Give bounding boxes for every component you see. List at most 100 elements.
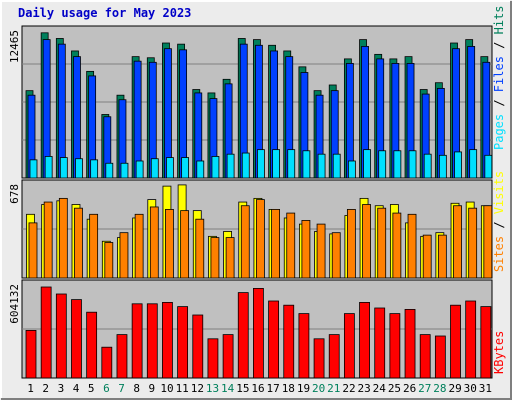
bar-sites-day-3 — [58, 197, 68, 279]
side-label-part: / — [492, 92, 506, 114]
bar-pages-day-24 — [378, 150, 387, 179]
x-tick-label-day-29: 29 — [448, 382, 461, 395]
bar-kbytes-day-20 — [313, 338, 325, 379]
bar-kbytes-day-22 — [343, 313, 355, 379]
x-tick-label-day-17: 17 — [267, 382, 280, 395]
bar-kbytes-day-16 — [253, 287, 264, 379]
x-tick-label-day-16: 16 — [251, 382, 264, 395]
bar-kbytes-day-9 — [146, 303, 158, 379]
bar-kbytes-day-7 — [116, 334, 128, 379]
bar-sites-day-9 — [149, 206, 159, 279]
side-label-part: Pages — [492, 114, 506, 150]
x-tick-label-day-20: 20 — [312, 382, 325, 395]
bar-sites-day-27 — [422, 234, 432, 279]
bar-kbytes-day-15 — [237, 292, 249, 379]
bar-kbytes-day-8 — [131, 303, 143, 379]
bar-sites-day-8 — [134, 213, 144, 279]
x-tick-label-day-1: 1 — [27, 382, 34, 395]
chart-title: Daily usage for May 2023 — [18, 6, 192, 20]
x-tick-label-day-27: 27 — [418, 382, 431, 395]
x-tick-label-day-6: 6 — [103, 382, 110, 395]
side-label-part: Visits — [492, 171, 506, 214]
panel-middle: 678 — [8, 179, 493, 279]
bar-sites-day-15 — [240, 205, 250, 279]
bar-sites-day-17 — [271, 208, 280, 279]
bar-kbytes-day-25 — [389, 313, 401, 379]
bar-kbytes-day-17 — [268, 300, 279, 379]
x-tick-label-day-11: 11 — [176, 382, 189, 395]
bar-sites-day-21 — [331, 232, 341, 279]
x-tick-label-day-5: 5 — [88, 382, 95, 395]
bar-pages-day-27 — [423, 153, 432, 179]
bar-sites-day-16 — [256, 199, 265, 279]
bar-sites-day-28 — [437, 234, 447, 279]
x-tick-label-day-9: 9 — [149, 382, 156, 395]
bar-kbytes-day-27 — [419, 334, 431, 379]
x-tick-label-day-15: 15 — [236, 382, 249, 395]
x-tick-label-day-13: 13 — [206, 382, 219, 395]
bar-sites-day-26 — [407, 213, 417, 279]
bar-pages-day-31 — [484, 154, 493, 179]
bar-kbytes-day-31 — [480, 306, 492, 379]
bar-sites-day-30 — [468, 207, 478, 279]
x-tick-label-day-7: 7 — [118, 382, 125, 395]
side-label-part: / — [492, 214, 506, 236]
x-tick-label-day-12: 12 — [191, 382, 204, 395]
bar-pages-day-1 — [29, 159, 38, 179]
bar-pages-day-26 — [408, 150, 417, 179]
x-tick-label-day-22: 22 — [342, 382, 355, 395]
bar-files-day-8 — [133, 60, 142, 179]
bar-pages-day-23 — [363, 149, 371, 179]
bar-kbytes-day-21 — [328, 334, 340, 379]
bar-sites-day-1 — [28, 222, 38, 279]
bar-pages-day-13 — [211, 156, 220, 179]
bar-pages-day-18 — [287, 149, 296, 179]
bar-kbytes-day-29 — [450, 304, 461, 379]
x-tick-label-day-21: 21 — [327, 382, 340, 395]
x-tick-label-day-8: 8 — [133, 382, 140, 395]
bar-sites-day-18 — [286, 212, 296, 279]
bar-sites-day-10 — [165, 208, 174, 279]
bar-kbytes-day-11 — [177, 306, 189, 379]
bar-sites-day-11 — [180, 210, 190, 279]
bar-kbytes-day-12 — [192, 314, 204, 379]
bar-kbytes-day-19 — [298, 313, 310, 379]
bar-kbytes-day-2 — [40, 286, 52, 379]
bar-pages-day-9 — [150, 158, 159, 179]
bar-sites-day-6 — [104, 242, 114, 279]
bar-pages-day-2 — [44, 156, 53, 179]
bar-kbytes-day-24 — [374, 307, 386, 379]
bar-sites-day-2 — [43, 201, 53, 279]
bar-kbytes-day-26 — [404, 308, 416, 379]
panel-top: 12465 — [8, 25, 493, 179]
bar-sites-day-23 — [362, 204, 371, 279]
side-label-part: KBytes — [492, 331, 506, 374]
bar-kbytes-day-14 — [222, 334, 234, 379]
side-label-top: Pages / Files / Hits — [492, 5, 506, 150]
x-tick-label-day-26: 26 — [403, 382, 416, 395]
x-tick-label-day-31: 31 — [479, 382, 492, 395]
bar-kbytes-day-28 — [434, 335, 446, 379]
side-label-bottom: KBytes — [492, 331, 506, 374]
bar-kbytes-day-23 — [359, 301, 370, 379]
x-tick-label-day-23: 23 — [358, 382, 371, 395]
bar-pages-day-8 — [135, 160, 144, 179]
bar-sites-day-25 — [392, 212, 402, 279]
x-tick-label-day-3: 3 — [58, 382, 65, 395]
bar-pages-day-28 — [438, 154, 447, 179]
x-axis-labels: 1 2 3 4 5 6 7 8 9 10 11 12 13 14 15 16 17 18 19 20 21 22 23 24 2… — [27, 382, 492, 395]
bar-kbytes-day-5 — [86, 311, 98, 379]
side-label-part: Files — [492, 56, 506, 92]
side-label-middle: Sites / Visits — [492, 171, 506, 272]
side-axis-labels: Pages / Files / Hits Sites / Visits KBytes — [492, 5, 506, 374]
bar-kbytes-day-1 — [25, 329, 37, 379]
bar-kbytes-day-3 — [55, 293, 67, 379]
bar-pages-day-14 — [226, 153, 235, 179]
x-tick-label-day-18: 18 — [282, 382, 295, 395]
bar-kbytes-day-10 — [162, 301, 173, 379]
bar-sites-day-29 — [453, 205, 462, 279]
side-label-part: Sites — [492, 236, 506, 272]
x-tick-label-day-14: 14 — [221, 382, 235, 395]
x-tick-label-day-10: 10 — [160, 382, 173, 395]
